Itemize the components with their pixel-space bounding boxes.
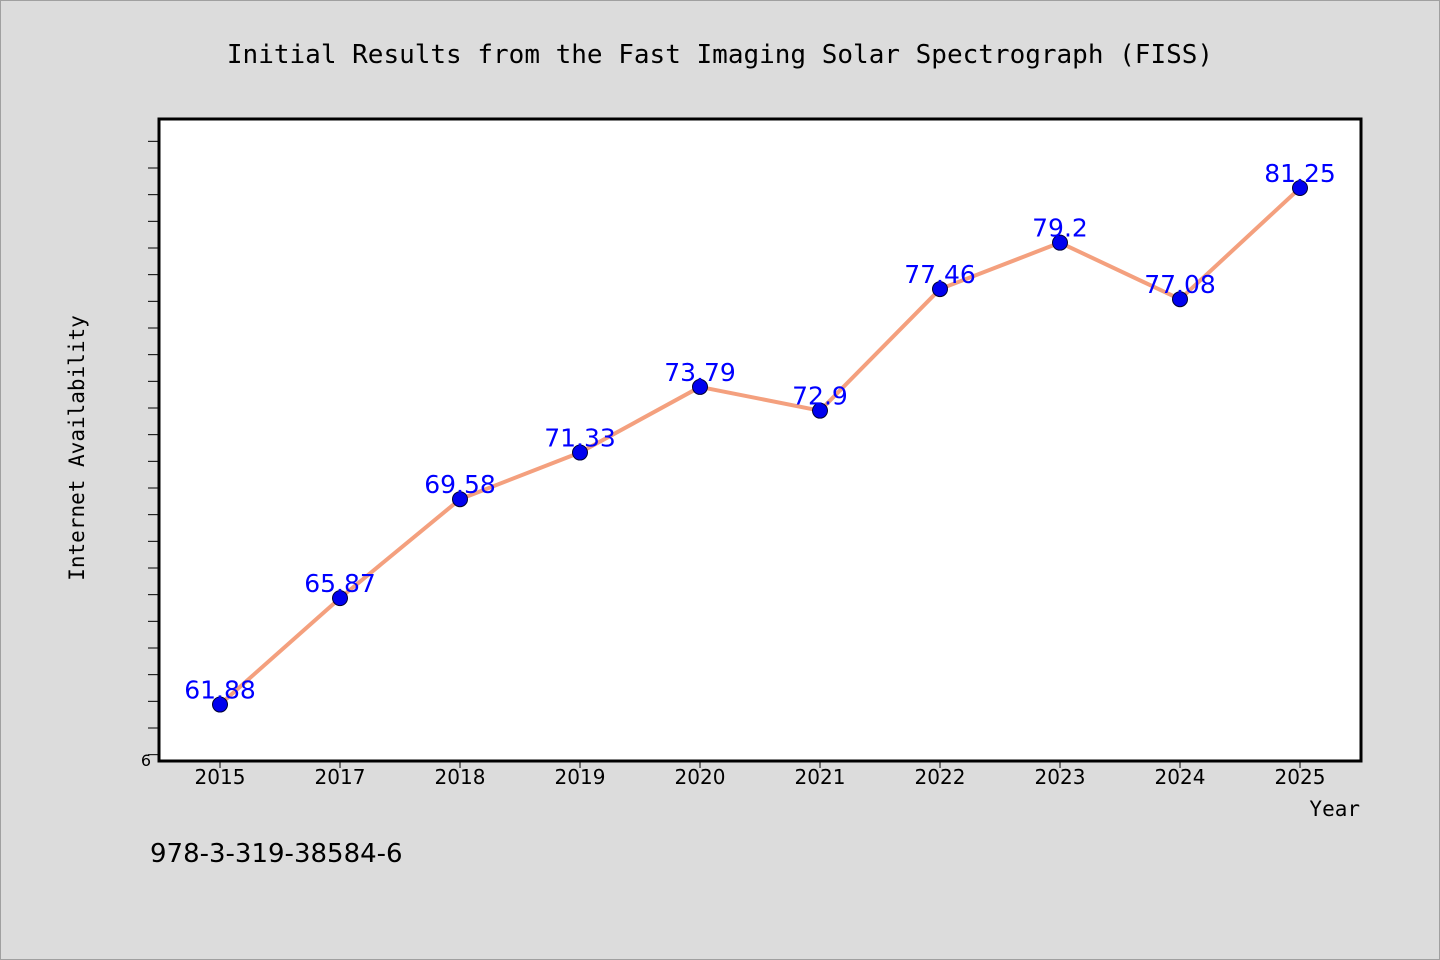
data-point (932, 281, 948, 298)
data-label: 79.2 (1032, 214, 1088, 243)
data-label: 77.46 (904, 260, 976, 289)
data-point (1292, 180, 1308, 196)
chart-title: Initial Results from the Fast Imaging So… (227, 40, 1213, 70)
data-label: 72.9 (792, 382, 848, 411)
x-tick-label: 2015 (195, 765, 246, 789)
plot-area (157, 117, 1363, 763)
data-label: 81.25 (1264, 159, 1336, 188)
data-point (812, 402, 828, 419)
series-line-group (218, 186, 1302, 707)
data-point (452, 491, 468, 508)
data-point (332, 590, 348, 607)
x-tick-label: 2024 (1155, 765, 1206, 789)
data-label: 77.08 (1144, 270, 1216, 299)
data-label: 69.58 (424, 470, 496, 499)
y-tick-label: 6 (141, 751, 151, 770)
y-axis-ticks (148, 140, 160, 756)
data-label: 71.33 (544, 424, 616, 453)
data-point (1052, 234, 1068, 251)
y-axis-label: Internet Availability (65, 315, 89, 581)
series-line (218, 186, 1302, 707)
data-labels: 61.88 65.87 69.58 71.33 73.79 72.9 77.46 79.2 77… (184, 159, 1336, 705)
x-tick-label: 2017 (315, 765, 366, 789)
data-label: 65.87 (304, 569, 376, 598)
x-axis-ticks: 2015 2017 2018 2019 2020 2021 2022 2023 2024 2025 (195, 760, 1326, 789)
x-tick-label: 2018 (435, 765, 486, 789)
data-point (1172, 291, 1188, 308)
data-label: 61.88 (184, 676, 256, 705)
x-tick-label: 2023 (1035, 765, 1086, 789)
x-tick-label: 2020 (675, 765, 726, 789)
x-tick-label: 2019 (555, 765, 606, 789)
isbn-text: 978-3-319-38584-6 (150, 839, 403, 869)
data-point (572, 444, 588, 461)
data-label: 73.79 (664, 358, 736, 387)
x-axis-label: Year (1309, 797, 1360, 821)
data-point (212, 696, 228, 713)
data-markers (212, 180, 1308, 713)
x-tick-label: 2022 (915, 765, 966, 789)
data-point (692, 378, 708, 395)
x-tick-label: 2025 (1275, 765, 1326, 789)
x-tick-label: 2021 (795, 765, 846, 789)
